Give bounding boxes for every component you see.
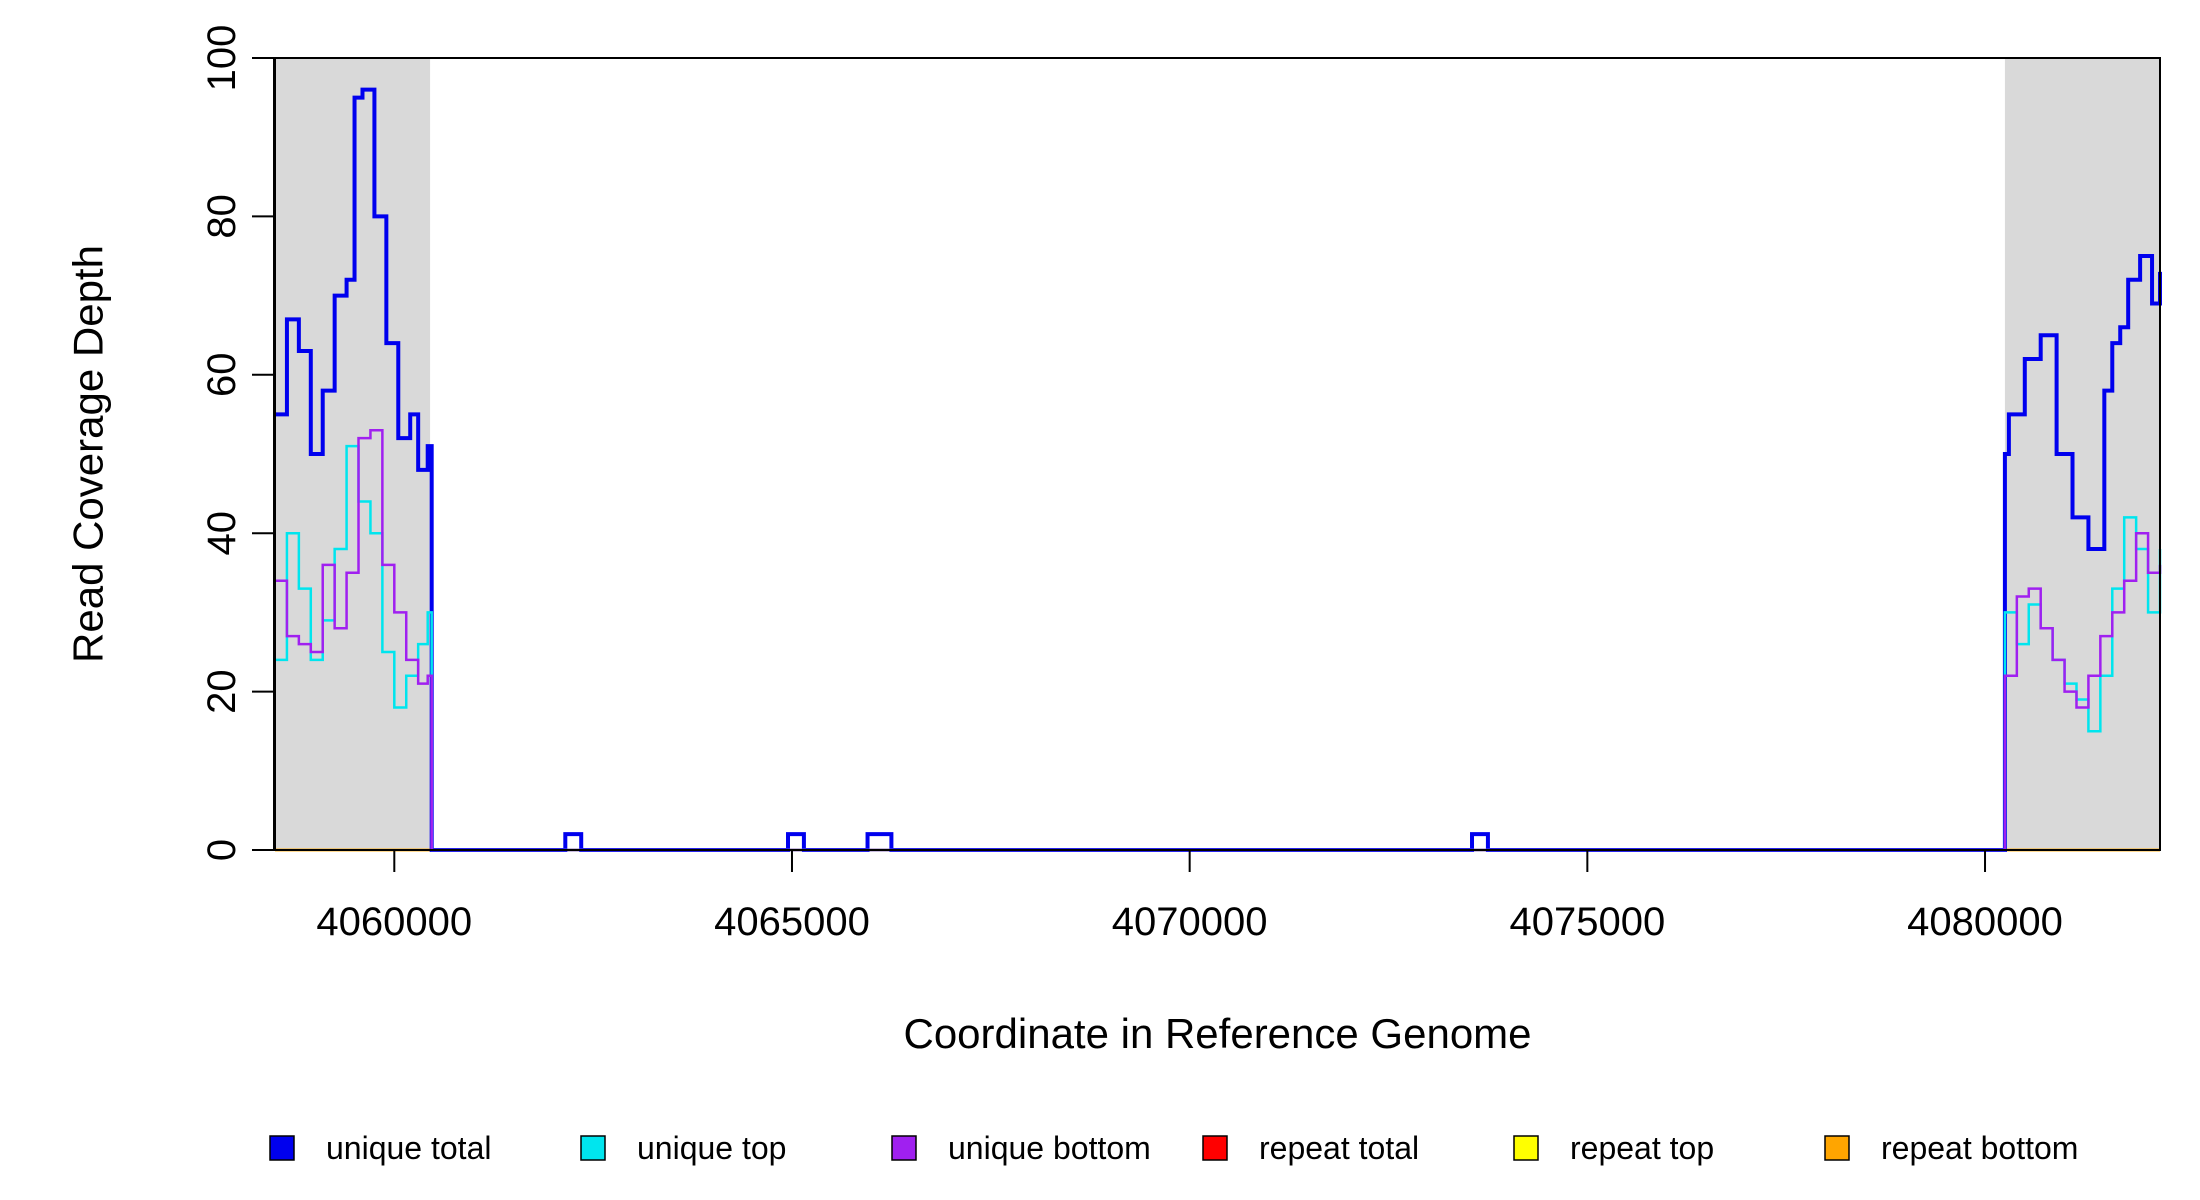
x-tick-label: 4075000 <box>1509 900 1665 944</box>
x-tick-label: 4070000 <box>1112 900 1268 944</box>
shaded-region-1 <box>2004 58 2160 850</box>
legend-item-repeat-top: repeat top <box>1513 1130 1714 1166</box>
series-line-unique-top <box>275 444 2162 852</box>
legend-swatch <box>269 1135 295 1161</box>
legend-label: repeat total <box>1259 1130 1419 1166</box>
legend-swatch <box>1513 1135 1539 1161</box>
series-lines <box>275 87 2162 852</box>
legend-label: repeat bottom <box>1881 1130 2078 1166</box>
x-tick-label: 4080000 <box>1907 900 2063 944</box>
legend-item-repeat-bottom: repeat bottom <box>1824 1130 2078 1166</box>
y-axis: 0 20 40 60 80 100 <box>200 25 275 861</box>
shaded-regions <box>275 58 2160 850</box>
x-tick-label: 4060000 <box>316 900 472 944</box>
legend-item-unique-top: unique top <box>580 1130 786 1166</box>
x-axis-label: Coordinate in Reference Genome <box>903 1010 1531 1057</box>
y-axis-label: Read Coverage Depth <box>65 245 112 663</box>
legend-swatch <box>580 1135 606 1161</box>
y-tick-label: 100 <box>200 25 244 92</box>
legend-label: unique top <box>637 1130 786 1166</box>
x-axis: 4060000 4065000 4070000 4075000 4080000 <box>316 849 2063 944</box>
series-line-unique-total <box>275 87 2162 852</box>
legend-swatch <box>891 1135 917 1161</box>
legend-swatch <box>1202 1135 1228 1161</box>
legend-label: unique bottom <box>948 1130 1151 1166</box>
legend-item-repeat-total: repeat total <box>1202 1130 1419 1166</box>
plot-frame <box>274 57 2161 851</box>
legend-label: unique total <box>326 1130 491 1166</box>
legend-swatch <box>1824 1135 1850 1161</box>
legend-label: repeat top <box>1570 1130 1714 1166</box>
y-tick-label: 60 <box>200 353 244 398</box>
x-tick-label: 4065000 <box>714 900 870 944</box>
legend-item-unique-bottom: unique bottom <box>891 1130 1151 1166</box>
series-line-unique-bottom <box>275 428 2162 852</box>
y-tick-label: 80 <box>200 194 244 239</box>
y-tick-label: 20 <box>200 669 244 714</box>
y-tick-label: 0 <box>200 839 244 861</box>
legend-item-unique-total: unique total <box>269 1130 491 1166</box>
y-tick-label: 40 <box>200 511 244 556</box>
legend: unique total unique top unique bottom repea… <box>269 1130 2078 1166</box>
